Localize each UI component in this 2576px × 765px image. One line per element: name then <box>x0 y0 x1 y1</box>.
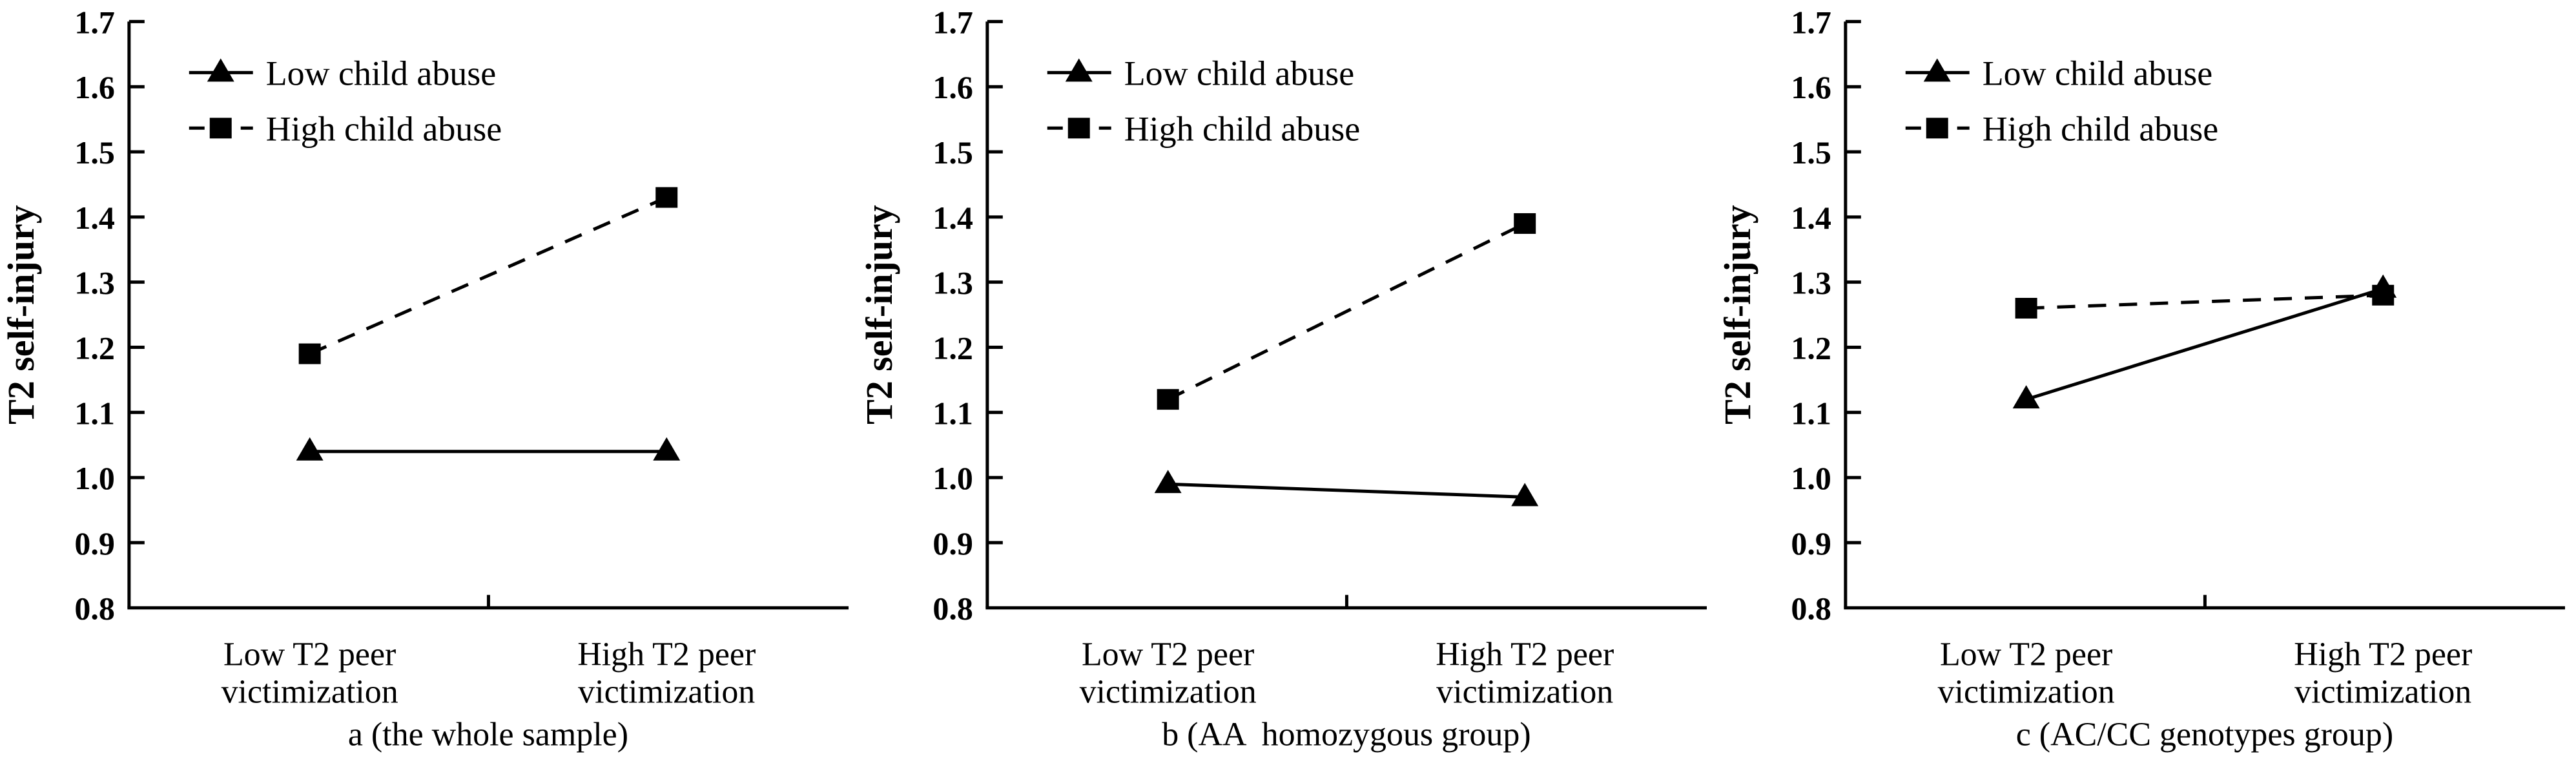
filled-square-icon <box>655 187 678 208</box>
y-tick-label: 1.2 <box>1791 330 1831 366</box>
legend-item: High child abuse <box>1047 109 1360 148</box>
legend-item: Low child abuse <box>189 54 496 92</box>
filled-triangle-icon <box>207 58 234 82</box>
y-tick-label: 1.5 <box>933 134 973 171</box>
dashed-series-line <box>1167 222 1526 401</box>
x-category-label: Low T2 peer <box>1940 636 2112 673</box>
legend-label: Low child abuse <box>1124 54 1355 92</box>
legend-item: Low child abuse <box>1905 54 2213 92</box>
panel-caption: c (AC/CC genotypes group) <box>2016 717 2393 753</box>
panel-caption: b (AA homozygous group) <box>1162 717 1530 753</box>
filled-square-icon <box>1514 213 1536 234</box>
filled-square-icon <box>209 118 232 139</box>
panel-caption: a (the whole sample) <box>348 717 628 753</box>
y-tick-label: 0.9 <box>1791 525 1831 561</box>
filled-triangle-icon <box>2369 274 2397 298</box>
filled-triangle-icon <box>1154 470 1182 494</box>
y-tick-label: 1.4 <box>933 200 973 236</box>
x-category-label: Low T2 peer <box>1082 636 1254 673</box>
y-tick-label: 1.3 <box>1791 265 1831 301</box>
panel-c: 1.7 1.6 1.5 1.4 1.3 1.2 1.1 1.0 0.9 0.8 Low child … <box>1716 4 2566 753</box>
y-axis-label: T2 self-injury <box>1716 205 1758 424</box>
filled-triangle-icon <box>1923 58 1951 82</box>
y-tick-label: 0.9 <box>74 525 114 561</box>
legend-label: High child abuse <box>1983 109 2219 148</box>
y-tick-label: 1.6 <box>1791 69 1831 105</box>
x-category-label: High T2 peer <box>2294 636 2472 673</box>
y-tick-label: 1.7 <box>1791 4 1831 40</box>
y-tick-label: 1.7 <box>74 4 114 40</box>
y-tick-label: 1.0 <box>933 460 973 496</box>
y-tick-label: 1.6 <box>74 69 114 105</box>
y-tick-label: 1.2 <box>933 330 973 366</box>
x-category-label: victimization <box>222 674 398 711</box>
x-category-label: victimization <box>2294 674 2471 711</box>
legend-label: High child abuse <box>266 109 502 148</box>
y-tick-label: 0.9 <box>933 525 973 561</box>
x-category-label: victimization <box>578 674 755 711</box>
x-category-label: High T2 peer <box>577 636 756 673</box>
y-tick-label: 0.8 <box>74 591 114 627</box>
legend-item: High child abuse <box>189 109 502 148</box>
legend-label: High child abuse <box>1124 109 1361 148</box>
y-tick-label: 1.1 <box>933 395 973 431</box>
y-tick-label: 1.1 <box>74 395 114 431</box>
legend-label: Low child abuse <box>1983 54 2213 92</box>
legend-label: Low child abuse <box>266 54 497 92</box>
legend-item: High child abuse <box>1905 109 2219 148</box>
filled-triangle-icon <box>1065 58 1093 82</box>
y-tick-label: 1.3 <box>74 265 114 301</box>
y-tick-label: 1.1 <box>1791 395 1831 431</box>
filled-square-icon <box>2015 298 2037 319</box>
y-tick-label: 0.8 <box>1791 591 1831 627</box>
filled-square-icon <box>1157 389 1179 410</box>
x-category-label: victimization <box>1080 674 1257 711</box>
y-tick-label: 1.2 <box>74 330 114 366</box>
y-tick-label: 0.8 <box>933 591 973 627</box>
y-tick-label: 1.5 <box>74 134 114 171</box>
y-tick-label: 1.6 <box>933 69 973 105</box>
y-axis-label: T2 self-injury <box>0 205 42 424</box>
filled-triangle-icon <box>2012 385 2040 409</box>
filled-square-icon <box>1067 118 1090 139</box>
panel-a: 1.7 1.6 1.5 1.4 1.3 1.2 1.1 1.0 0.9 0.8 Low child … <box>0 4 849 753</box>
x-category-label: Low T2 peer <box>223 636 396 673</box>
panel-b: 1.7 1.6 1.5 1.4 1.3 1.2 1.1 1.0 0.9 0.8 Low child … <box>858 4 1707 753</box>
x-category-label: High T2 peer <box>1436 636 1614 673</box>
filled-square-icon <box>1926 118 1948 139</box>
filled-triangle-icon <box>653 437 681 461</box>
solid-series-line <box>2025 287 2384 401</box>
x-category-label: victimization <box>1436 674 1613 711</box>
filled-triangle-icon <box>1511 483 1539 507</box>
y-tick-label: 1.0 <box>74 460 114 496</box>
y-tick-label: 1.0 <box>1791 460 1831 496</box>
y-axis-label: T2 self-injury <box>858 205 900 424</box>
solid-series-line <box>1168 482 1525 499</box>
y-tick-label: 1.4 <box>74 200 114 236</box>
y-tick-label: 1.4 <box>1791 200 1831 236</box>
dashed-series-line <box>309 196 668 355</box>
filled-square-icon <box>298 343 321 364</box>
y-tick-label: 1.5 <box>1791 134 1831 171</box>
x-category-label: victimization <box>1938 674 2115 711</box>
legend-item: Low child abuse <box>1047 54 1354 92</box>
y-tick-label: 1.7 <box>933 4 973 40</box>
filled-triangle-icon <box>296 437 324 461</box>
y-tick-label: 1.3 <box>933 265 973 301</box>
